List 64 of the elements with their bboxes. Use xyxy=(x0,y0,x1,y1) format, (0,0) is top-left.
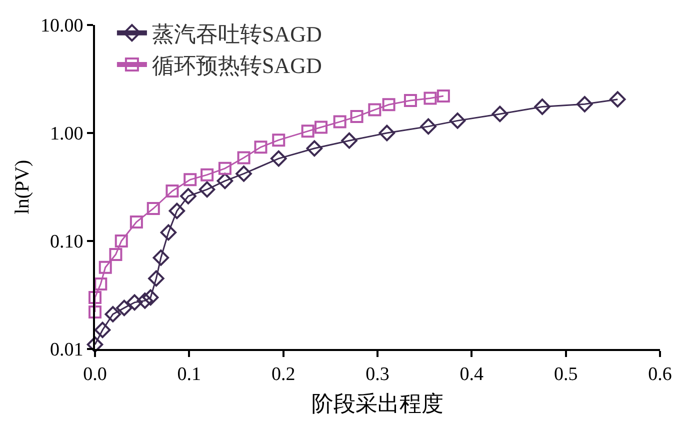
y-tick-label: 1.00 xyxy=(50,124,84,145)
point xyxy=(368,103,382,116)
point xyxy=(436,90,450,103)
point xyxy=(218,162,232,175)
y-axis-title: ln(PV) xyxy=(11,160,34,214)
point xyxy=(148,270,164,287)
point xyxy=(378,124,396,142)
point xyxy=(534,98,550,115)
y-tick-label: 0.10 xyxy=(50,232,84,253)
point xyxy=(166,184,179,198)
point xyxy=(94,277,108,290)
point xyxy=(301,124,314,138)
point xyxy=(109,248,122,261)
point xyxy=(420,118,436,135)
point xyxy=(341,132,358,149)
point xyxy=(424,92,437,105)
point xyxy=(333,115,346,128)
point xyxy=(314,120,328,134)
point xyxy=(272,134,286,147)
point xyxy=(152,250,170,266)
point xyxy=(270,150,287,167)
point xyxy=(609,91,626,108)
point xyxy=(130,215,143,228)
point xyxy=(449,112,466,129)
point xyxy=(88,290,102,304)
point xyxy=(576,96,593,112)
point xyxy=(492,106,508,122)
point xyxy=(126,294,143,311)
x-tick-label: 0.1 xyxy=(177,364,202,385)
point xyxy=(116,300,132,316)
point xyxy=(350,110,364,124)
point xyxy=(104,306,122,322)
x-tick-label: 0.6 xyxy=(648,364,672,385)
y-tick-label: 10.00 xyxy=(40,16,84,37)
legend-label: 蒸汽吞吐转SAGD xyxy=(152,21,322,46)
x-tick-label: 0.0 xyxy=(83,364,107,385)
point xyxy=(237,151,250,164)
point xyxy=(160,224,177,241)
point xyxy=(200,168,214,182)
point xyxy=(184,173,197,186)
y-tick-label: 0.01 xyxy=(50,340,84,361)
point xyxy=(94,322,111,338)
x-tick-label: 0.2 xyxy=(271,364,296,385)
point xyxy=(142,289,159,306)
x-axis-title: 阶段采出程度 xyxy=(312,391,444,416)
x-tick-label: 0.5 xyxy=(554,364,578,385)
point xyxy=(198,181,216,198)
point xyxy=(86,336,104,353)
point xyxy=(136,292,154,309)
point xyxy=(146,202,160,215)
point xyxy=(236,166,252,182)
x-tick-label: 0.4 xyxy=(460,364,484,385)
point xyxy=(180,188,196,204)
point xyxy=(168,202,186,220)
x-tick-label: 0.3 xyxy=(366,364,390,385)
point xyxy=(88,306,102,319)
point xyxy=(216,172,234,190)
point xyxy=(404,94,417,107)
legend-label: 循环预热转SAGD xyxy=(152,53,322,78)
point xyxy=(254,140,268,154)
point xyxy=(114,234,128,248)
point xyxy=(98,260,112,274)
point xyxy=(306,140,323,157)
point xyxy=(382,98,396,112)
